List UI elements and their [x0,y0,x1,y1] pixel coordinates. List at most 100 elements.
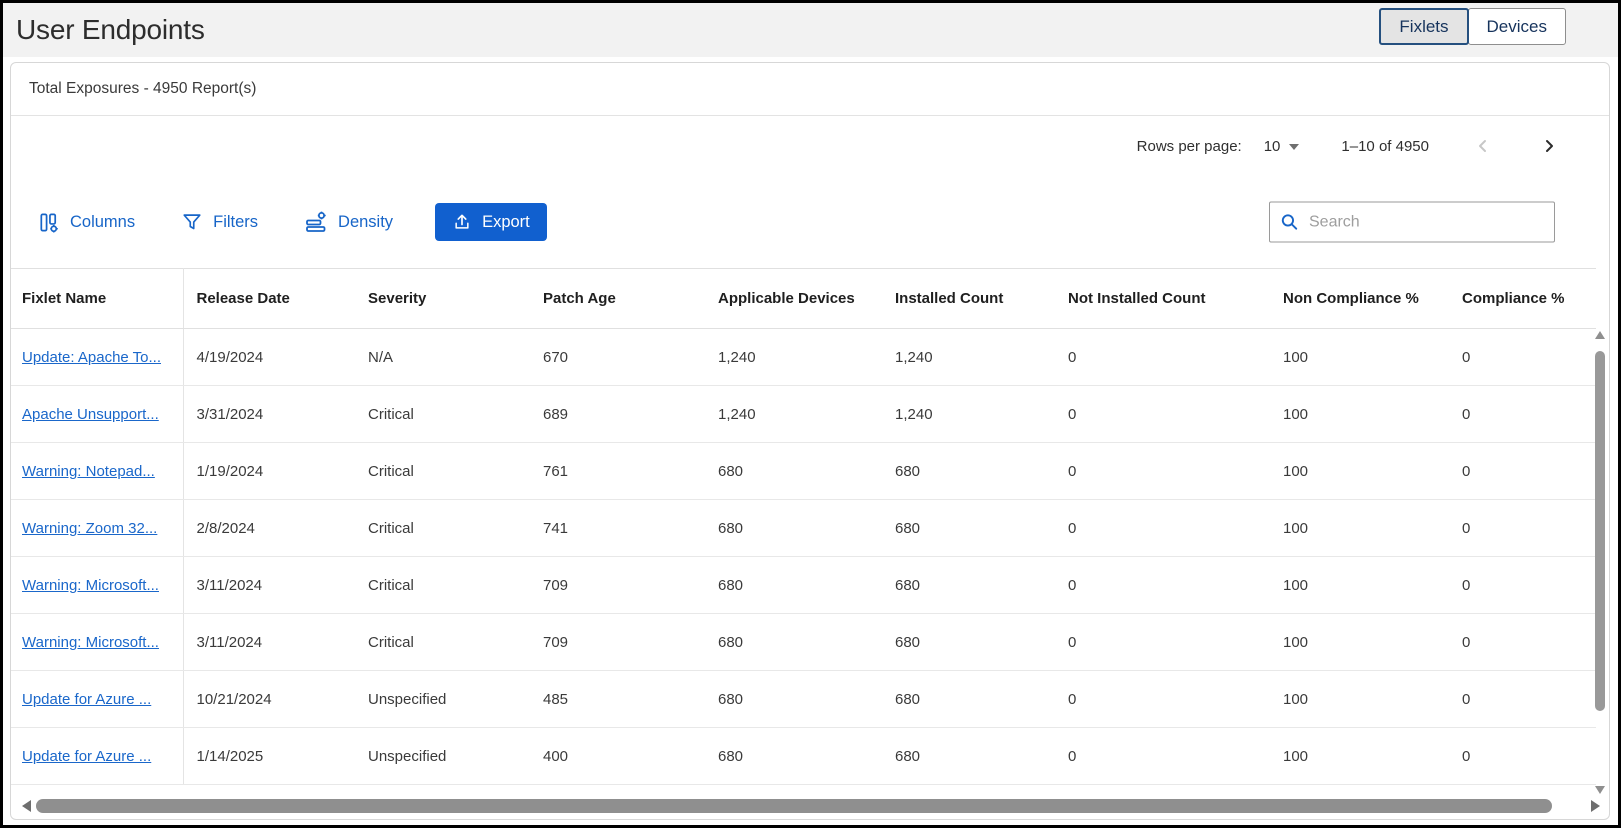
caret-down-icon [1289,144,1300,150]
column-header-fixlet-name[interactable]: Fixlet Name [11,268,184,329]
horizontal-scrollbar[interactable] [14,798,1606,815]
cell-non-compliance: 100 [1270,442,1449,500]
cell-patch-age: 709 [530,613,705,671]
columns-button[interactable]: Columns [29,205,143,240]
fixlet-name-link[interactable]: Warning: Microsoft... [22,576,159,594]
column-header-compliance[interactable]: Compliance % [1449,268,1596,329]
export-button[interactable]: Export [435,203,547,241]
table-row: Apache Unsupport... 3/31/2024 Critical 689 1… [11,385,1596,443]
cell-patch-age: 485 [530,670,705,728]
filters-button[interactable]: Filters [173,205,266,239]
columns-icon [37,211,60,234]
cell-patch-age: 670 [530,328,705,386]
scroll-down-arrow[interactable] [1595,786,1605,794]
cell-severity: N/A [355,328,530,386]
column-header-not-installed-count[interactable]: Not Installed Count [1055,268,1270,329]
header-row: Fixlet Name Release Date Severity Patch Age… [11,268,1596,329]
cell-applicable-devices: 1,240 [705,385,882,443]
cell-non-compliance: 100 [1270,556,1449,614]
vertical-scrollbar[interactable] [1594,329,1606,796]
cell-applicable-devices: 680 [705,670,882,728]
cell-severity: Critical [355,385,530,443]
fixlet-name-link[interactable]: Warning: Zoom 32... [22,519,158,537]
density-button[interactable]: Density [296,204,401,240]
cell-fixlet-name: Update: Apache To... [11,328,184,386]
cell-release-date: 3/11/2024 [183,613,355,671]
density-button-label: Density [338,212,394,231]
fixlet-name-link[interactable]: Warning: Microsoft... [22,633,159,651]
column-header-applicable-devices[interactable]: Applicable Devices [705,268,882,329]
cell-severity: Critical [355,442,530,500]
fixlet-name-link[interactable]: Update for Azure ... [22,690,152,708]
rows-per-page-select[interactable]: 10 [1264,138,1300,155]
prev-page-button[interactable] [1471,134,1495,158]
fixlet-name-link[interactable]: Update for Azure ... [22,747,152,765]
cell-non-compliance: 100 [1270,727,1449,785]
total-exposures-text: Total Exposures - 4950 Report(s) [29,80,257,97]
cell-fixlet-name: Update for Azure ... [11,670,184,728]
scroll-right-arrow[interactable] [1591,800,1600,812]
cell-not-installed-count: 0 [1055,328,1270,386]
cell-not-installed-count: 0 [1055,442,1270,500]
cell-patch-age: 761 [530,442,705,500]
fixlet-name-link[interactable]: Warning: Notepad... [22,462,155,480]
cell-installed-count: 1,240 [882,385,1055,443]
tab-devices[interactable]: Devices [1467,8,1566,45]
search-box [1269,201,1555,243]
cell-release-date: 3/31/2024 [183,385,355,443]
cell-compliance: 0 [1449,442,1596,500]
search-input[interactable] [1307,212,1544,232]
report-panel: Total Exposures - 4950 Report(s) Rows pe… [10,62,1610,820]
column-header-patch-age[interactable]: Patch Age [530,268,705,329]
table-row: Update for Azure ... 1/14/2025 Unspecified… [11,727,1596,785]
export-button-label: Export [482,212,530,231]
summary-bar: Total Exposures - 4950 Report(s) [11,63,1609,116]
table-row: Update: Apache To... 4/19/2024 N/A 670 1,240… [11,328,1596,386]
cell-non-compliance: 100 [1270,328,1449,386]
rows-per-page-value: 10 [1263,137,1281,155]
scroll-left-arrow[interactable] [22,800,31,812]
pagination-bar: Rows per page: 10 1–10 of 4950 [11,116,1609,176]
cell-non-compliance: 100 [1270,670,1449,728]
table-toolbar: Columns Filters Density [11,176,1609,268]
density-icon [304,210,328,234]
column-header-installed-count[interactable]: Installed Count [882,268,1055,329]
cell-severity: Critical [355,499,530,557]
fixlet-name-link[interactable]: Update: Apache To... [22,348,161,366]
table-row: Update for Azure ... 10/21/2024 Unspecifie… [11,670,1596,728]
column-header-non-compliance[interactable]: Non Compliance % [1270,268,1449,329]
scroll-up-arrow[interactable] [1595,331,1605,339]
column-header-release-date[interactable]: Release Date [183,268,355,329]
cell-non-compliance: 100 [1270,499,1449,557]
cell-fixlet-name: Apache Unsupport... [11,385,184,443]
vertical-scrollbar-thumb[interactable] [1595,351,1605,711]
horizontal-scrollbar-thumb[interactable] [36,799,1552,813]
search-icon [1280,213,1299,232]
top-header-band: User Endpoints Fixlets Devices [3,3,1618,57]
rows-per-page-label: Rows per page: [1136,137,1242,155]
next-page-button[interactable] [1537,134,1561,158]
cell-installed-count: 680 [882,613,1055,671]
cell-installed-count: 680 [882,727,1055,785]
cell-non-compliance: 100 [1270,613,1449,671]
page-range-text: 1–10 of 4950 [1341,137,1429,155]
cell-applicable-devices: 680 [705,556,882,614]
chevron-left-icon [1475,138,1491,154]
cell-fixlet-name: Warning: Zoom 32... [11,499,184,557]
cell-not-installed-count: 0 [1055,385,1270,443]
cell-release-date: 1/14/2025 [183,727,355,785]
cell-not-installed-count: 0 [1055,727,1270,785]
table-row: Warning: Microsoft... 3/11/2024 Critical 70… [11,556,1596,614]
cell-not-installed-count: 0 [1055,613,1270,671]
cell-installed-count: 680 [882,556,1055,614]
cell-fixlet-name: Warning: Microsoft... [11,613,184,671]
cell-installed-count: 680 [882,499,1055,557]
cell-compliance: 0 [1449,328,1596,386]
cell-applicable-devices: 680 [705,613,882,671]
tab-fixlets[interactable]: Fixlets [1379,8,1469,45]
cell-fixlet-name: Warning: Notepad... [11,442,184,500]
column-header-severity[interactable]: Severity [355,268,530,329]
export-upload-icon [452,212,472,232]
cell-fixlet-name: Warning: Microsoft... [11,556,184,614]
fixlet-name-link[interactable]: Apache Unsupport... [22,405,159,423]
